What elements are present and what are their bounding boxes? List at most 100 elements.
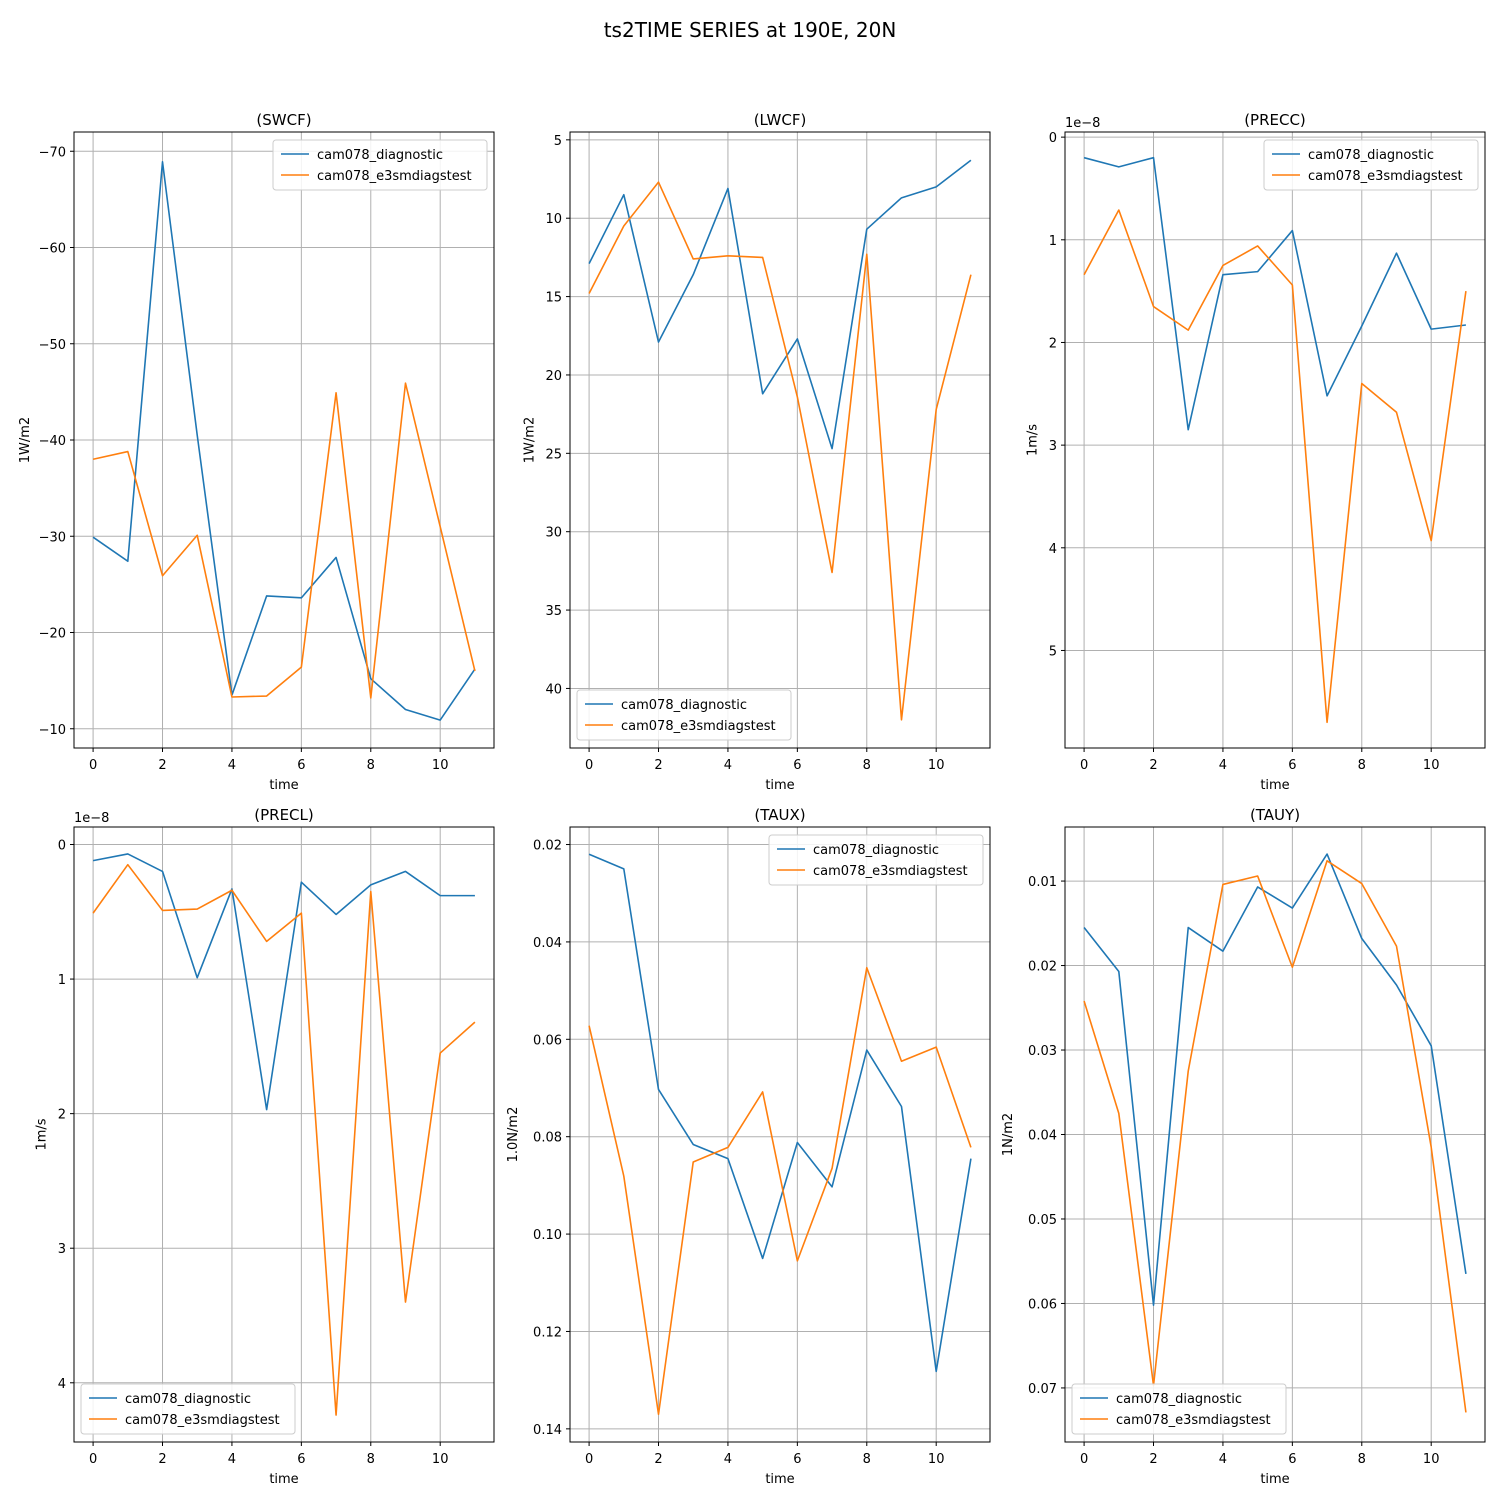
legend-box — [1263, 139, 1479, 191]
y-tick-label: −50 — [39, 338, 66, 353]
axes-frame — [569, 131, 991, 749]
legend-entry-1: cam078_diagnostic — [125, 1392, 251, 1407]
y-tick-label: 0.01 — [1028, 875, 1057, 890]
x-tick-label: 10 — [928, 758, 945, 773]
y-tick-label: 1 — [58, 973, 66, 988]
legend-entry-1: cam078_diagnostic — [813, 843, 939, 858]
legend-entry-2: cam078_e3smdiagstest — [125, 1413, 280, 1428]
series-line-1 — [588, 853, 972, 1373]
panel-1: 0 2 4 6 8 10 −70 −60 −50 −40 −30 −20 −10 (SWCF) time 1W… — [18, 111, 495, 793]
series-line-2 — [92, 863, 476, 1416]
y-tick-label: 5 — [554, 134, 562, 149]
legend: cam078_diagnostic cam078_e3smdiagstest — [1071, 1383, 1287, 1435]
legend-entry-1: cam078_diagnostic — [621, 698, 747, 713]
panel-3: 0 2 4 6 8 10 0 1 2 3 4 5 1e−8 (PRECC) time 1m/s cam078_d… — [1026, 111, 1486, 793]
y-tick-label: 10 — [545, 212, 562, 227]
y-tick-label: 25 — [545, 447, 562, 462]
y-tick-label: 30 — [545, 526, 562, 541]
x-tick-label: 2 — [654, 758, 662, 773]
y-tick-label: 5 — [1049, 644, 1057, 659]
series-line-2 — [92, 382, 476, 699]
panel-4: 0 2 4 6 8 10 0 1 2 3 4 1e−8 (PRECL) time 1m/s cam078_di… — [35, 806, 495, 1487]
legend-entry-2: cam078_e3smdiagstest — [1116, 1413, 1271, 1428]
series-line-2 — [1083, 859, 1467, 1413]
x-axis-label: time — [269, 778, 298, 793]
y-tick-label: 40 — [545, 682, 562, 697]
y-tick-label: 4 — [58, 1377, 66, 1392]
y-tick-label: 0.02 — [533, 839, 562, 854]
series-line-2 — [588, 181, 972, 721]
x-axis-label: time — [765, 778, 794, 793]
y-tick-label: −40 — [39, 434, 66, 449]
x-tick-label: 10 — [432, 758, 449, 773]
x-axis-label: time — [269, 1472, 298, 1487]
y-axis-label: 1W/m2 — [522, 417, 537, 463]
legend-entry-1: cam078_diagnostic — [317, 148, 443, 163]
x-tick-label: 8 — [1358, 1452, 1366, 1467]
x-tick-label: 4 — [724, 1452, 732, 1467]
x-tick-label: 4 — [228, 1452, 236, 1467]
x-tick-label: 8 — [367, 1452, 375, 1467]
panel-title: (PRECL) — [254, 806, 313, 824]
x-tick-label: 6 — [297, 1452, 305, 1467]
legend: cam078_diagnostic cam078_e3smdiagstest — [1263, 139, 1479, 191]
series-line-1 — [92, 853, 475, 1111]
y-tick-label: 3 — [1049, 439, 1057, 454]
x-tick-label: 4 — [1219, 758, 1227, 773]
x-tick-label: 10 — [1423, 1452, 1440, 1467]
x-tick-label: 8 — [863, 1452, 871, 1467]
y-tick-label: 2 — [58, 1108, 66, 1123]
x-tick-label: 0 — [89, 758, 97, 773]
axes-frame — [73, 826, 495, 1443]
panel-title: (PRECC) — [1244, 111, 1306, 129]
y-axis-label: 1N/m2 — [1001, 1113, 1016, 1156]
axes-frame — [1064, 131, 1486, 749]
legend-entry-2: cam078_e3smdiagstest — [317, 169, 472, 184]
legend-entry-2: cam078_e3smdiagstest — [621, 719, 776, 734]
x-tick-label: 2 — [158, 1452, 166, 1467]
panel-title: (LWCF) — [754, 111, 807, 129]
y-tick-label: −70 — [39, 145, 66, 160]
y-tick-label: −20 — [39, 627, 66, 642]
y-tick-label: 0.06 — [533, 1033, 562, 1048]
y-tick-label: −30 — [39, 530, 66, 545]
y-offset-text: 1e−8 — [1065, 116, 1100, 131]
x-tick-label: 4 — [724, 758, 732, 773]
y-tick-label: −10 — [39, 723, 66, 738]
x-tick-label: 0 — [585, 758, 593, 773]
legend-entry-1: cam078_diagnostic — [1116, 1392, 1242, 1407]
legend-box — [272, 139, 488, 191]
x-tick-label: 6 — [793, 1452, 801, 1467]
y-tick-label: 35 — [545, 604, 562, 619]
panel-title: (TAUY) — [1250, 806, 1300, 824]
y-tick-label: 0.10 — [533, 1228, 562, 1243]
y-tick-label: 0.14 — [533, 1423, 562, 1438]
series-line-1 — [92, 161, 476, 721]
x-tick-label: 8 — [1358, 758, 1366, 773]
y-tick-label: 0.05 — [1028, 1213, 1057, 1228]
y-tick-label: 0.04 — [1028, 1129, 1057, 1144]
legend-box — [80, 1383, 296, 1435]
y-tick-label: 0 — [58, 838, 66, 853]
y-tick-label: 0.02 — [1028, 960, 1057, 975]
y-tick-label: 15 — [545, 291, 562, 306]
y-tick-label: 0.04 — [533, 936, 562, 951]
legend-entry-2: cam078_e3smdiagstest — [813, 864, 968, 879]
x-axis-label: time — [1260, 1472, 1289, 1487]
x-tick-label: 0 — [585, 1452, 593, 1467]
y-tick-label: 4 — [1049, 542, 1057, 557]
x-tick-label: 8 — [863, 758, 871, 773]
x-axis-label: time — [1260, 778, 1289, 793]
panel-5: 0 2 4 6 8 10 0.02 0.04 0.06 0.08 0.10 0.12 0.14 (TAUX… — [506, 806, 991, 1487]
series-line-2 — [1083, 209, 1467, 724]
series-line-1 — [588, 159, 972, 450]
panel-title: (SWCF) — [256, 111, 311, 129]
x-tick-label: 10 — [928, 1452, 945, 1467]
y-axis-label: 1.0N/m2 — [506, 1107, 521, 1163]
x-tick-label: 0 — [1080, 758, 1088, 773]
y-tick-label: −60 — [39, 242, 66, 257]
x-tick-label: 0 — [89, 1452, 97, 1467]
x-tick-label: 8 — [367, 758, 375, 773]
legend: cam078_diagnostic cam078_e3smdiagstest — [80, 1383, 296, 1435]
y-tick-label: 0 — [1049, 131, 1057, 146]
